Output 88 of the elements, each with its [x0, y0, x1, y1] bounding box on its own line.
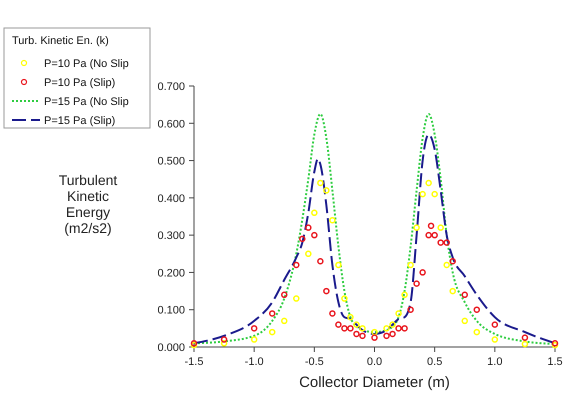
- point: [268, 328, 276, 336]
- y-tick-label: 0.700: [157, 81, 185, 93]
- point: [317, 258, 324, 264]
- legend-label: P=15 Pa (Slip): [44, 115, 116, 127]
- point: [443, 239, 450, 246]
- point: [323, 288, 330, 294]
- point: [323, 187, 330, 194]
- point: [250, 325, 258, 332]
- point: [311, 210, 318, 216]
- point: [329, 310, 336, 317]
- point: [437, 224, 444, 231]
- point: [353, 330, 360, 338]
- point: [281, 292, 288, 298]
- y-tick-label: 0.500: [157, 156, 185, 168]
- point: [522, 334, 528, 341]
- point: [341, 325, 348, 332]
- point: [492, 321, 498, 328]
- point: [335, 262, 342, 268]
- y-tick-label: 0.300: [157, 230, 185, 242]
- point: [462, 318, 468, 324]
- x-tick-label: 1.0: [487, 356, 502, 368]
- y-tick-label: 0.200: [157, 267, 185, 280]
- point: [383, 325, 390, 332]
- point: [305, 250, 312, 258]
- point: [311, 232, 318, 238]
- point: [220, 340, 228, 347]
- point: [329, 216, 336, 224]
- point: [281, 318, 288, 324]
- y-axis-title: Turbulent Kinetic Energy (m2/s2): [58, 172, 118, 236]
- point: [522, 340, 528, 348]
- x-tick-label: -0.5: [304, 356, 324, 368]
- point: [428, 222, 434, 230]
- point: [449, 288, 456, 294]
- point: [371, 328, 378, 336]
- point: [492, 336, 498, 343]
- legend-title: Turb. Kinetic En. (k): [12, 35, 109, 47]
- y-tick-label: 0.400: [157, 192, 185, 205]
- point: [347, 314, 354, 320]
- x-axis-title: Collector Diameter (m): [299, 374, 450, 391]
- point: [395, 310, 402, 317]
- y-tick-label: 0.000: [157, 342, 185, 354]
- point: [437, 239, 444, 246]
- point: [305, 224, 312, 231]
- point: [220, 336, 228, 343]
- point: [371, 334, 378, 341]
- point: [462, 292, 468, 298]
- point: [413, 280, 420, 287]
- point: [353, 321, 360, 328]
- x-tick-label: -1.5: [184, 356, 204, 368]
- point: [474, 306, 480, 313]
- point: [419, 190, 426, 198]
- point: [250, 336, 258, 343]
- point: [443, 262, 450, 268]
- point: [419, 269, 426, 276]
- point: [389, 330, 396, 338]
- point: [413, 224, 420, 231]
- point: [359, 332, 366, 340]
- legend-label: P=10 Pa (No Slip: [44, 58, 129, 70]
- x-tick-label: 0.0: [366, 356, 382, 368]
- point: [359, 325, 366, 332]
- y-tick-label: 0.100: [157, 304, 185, 317]
- point: [293, 295, 300, 302]
- point: [407, 262, 414, 268]
- point: [395, 325, 402, 332]
- point: [474, 328, 480, 336]
- x-tick-label: 0.5: [427, 356, 442, 368]
- point: [425, 232, 432, 238]
- point: [389, 321, 396, 328]
- point: [335, 321, 342, 328]
- point: [449, 258, 456, 264]
- x-tick-label: 1.5: [547, 356, 563, 368]
- point: [268, 310, 276, 317]
- point: [401, 292, 408, 298]
- point: [341, 295, 348, 302]
- point: [347, 325, 354, 332]
- point: [431, 190, 438, 198]
- point: [401, 325, 408, 332]
- y-tick-label: 0.600: [157, 118, 185, 130]
- point: [299, 236, 306, 242]
- point: [431, 232, 438, 238]
- x-tick-label: -1.0: [244, 356, 264, 368]
- point: [293, 262, 300, 268]
- legend-label: P=10 Pa (Slip): [44, 77, 116, 89]
- point: [425, 180, 432, 186]
- legend-label: P=15 Pa (No Slip: [44, 96, 129, 108]
- point: [317, 180, 324, 186]
- point: [407, 306, 414, 313]
- point: [383, 332, 390, 340]
